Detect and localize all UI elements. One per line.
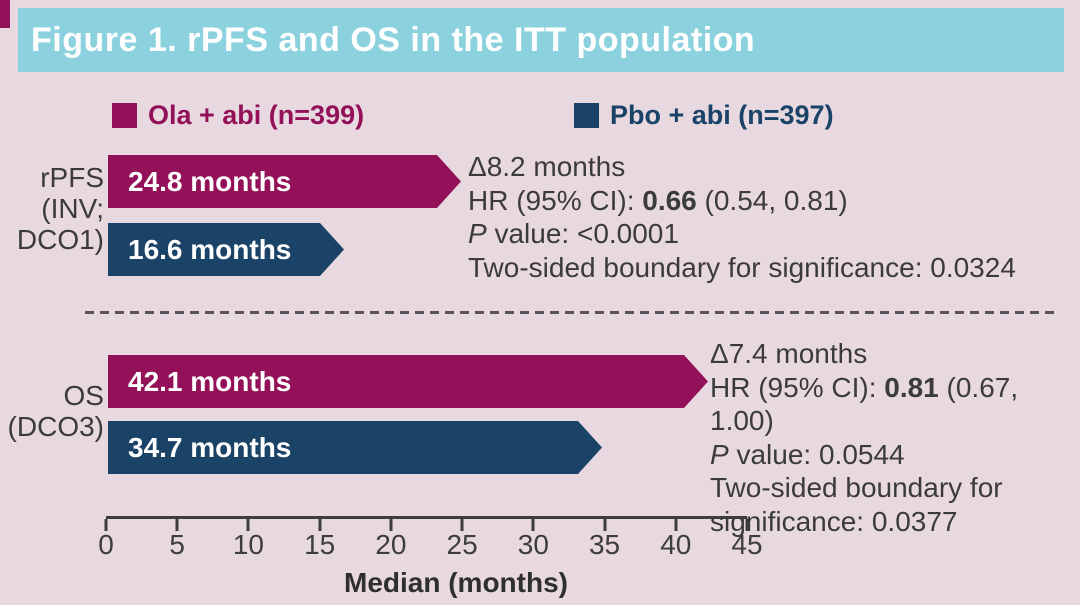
group-separator	[85, 311, 1060, 314]
legend-label-ola: Ola + abi (n=399)	[148, 99, 365, 130]
category-label-line: rPFS	[40, 162, 104, 193]
bar-value-label: 24.8 months	[128, 165, 292, 197]
legend-swatch-pbo-icon	[574, 102, 599, 128]
legend-item-pbo: Pbo + abi (n=397)	[574, 100, 834, 130]
significance-boundary-line: Two-sided boundary for	[710, 472, 1003, 503]
hr-line: HR (95% CI): 0.81 (0.67, 1.00)	[710, 371, 1026, 437]
tick-label: 35	[588, 529, 621, 560]
axis-tick	[389, 519, 393, 531]
legend-item-ola: Ola + abi (n=399)	[112, 100, 364, 130]
tick-label: 25	[446, 529, 478, 560]
bar-value-label: 16.6 months	[128, 233, 292, 265]
axis-tick	[745, 519, 749, 531]
bar-value-label: 42.1 months	[128, 365, 292, 397]
significance-boundary-line: significance: 0.0377	[710, 505, 958, 537]
significance-boundary-line: Two-sided boundary for significance: 0.0…	[468, 251, 1016, 283]
x-axis-label: Median (months)	[344, 567, 568, 598]
delta-label: Δ8.2 months	[468, 151, 626, 182]
x-axis-tick-labels: 0 5 10 15 20 25 30 35 40 45	[98, 529, 762, 560]
x-axis	[104, 516, 749, 535]
tick-label: 30	[517, 529, 549, 560]
category-label-line: DCO1)	[16, 224, 104, 255]
axis-tick	[104, 519, 108, 531]
bar-os-ola: 42.1 months	[108, 355, 708, 408]
category-label-rpfs: rPFS (INV; DCO1)	[0, 162, 104, 255]
figure-title-bar: Figure 1. rPFS and OS in the ITT populat…	[18, 8, 1064, 72]
bar-rpfs-pbo: 16.6 months	[108, 223, 344, 276]
tick-label: 40	[660, 529, 692, 560]
category-label-line: (DCO3)	[7, 411, 104, 442]
category-label-os: OS (DCO3)	[0, 380, 104, 442]
bar-value-label: 34.7 months	[128, 431, 292, 463]
p-value-line: P value: <0.0001	[468, 218, 679, 249]
annotation-os: Δ7.4 months HR (95% CI): 0.81 (0.67, 1.0…	[710, 337, 1080, 538]
figure-title: Figure 1. rPFS and OS in the ITT populat…	[31, 20, 756, 59]
bar-rpfs-ola: 24.8 months	[108, 155, 461, 208]
axis-tick	[603, 519, 607, 531]
legend-label-pbo: Pbo + abi (n=397)	[610, 99, 834, 130]
axis-tick	[246, 519, 250, 531]
corner-accent	[0, 0, 10, 28]
axis-tick	[531, 519, 535, 531]
hr-line: HR (95% CI): 0.66 (0.54, 0.81)	[468, 184, 848, 216]
delta-label: Δ7.4 months	[710, 338, 868, 369]
axis-tick	[460, 519, 464, 531]
tick-label: 15	[304, 529, 336, 560]
category-label-line: (INV;	[41, 193, 104, 224]
annotation-rpfs: Δ8.2 months HR (95% CI): 0.66 (0.54, 0.8…	[468, 150, 1016, 284]
bar-os-pbo: 34.7 months	[108, 421, 602, 474]
tick-label: 5	[169, 529, 186, 560]
p-value-line: P value: 0.0544	[710, 438, 905, 470]
axis-tick	[674, 519, 678, 531]
legend-swatch-ola-icon	[112, 102, 137, 128]
axis-tick	[318, 519, 322, 531]
tick-label: 20	[375, 529, 407, 560]
tick-label: 10	[232, 529, 265, 560]
tick-label: 0	[98, 529, 114, 560]
category-label-line: OS	[63, 380, 104, 411]
tick-label: 45	[731, 529, 763, 560]
axis-tick	[175, 519, 179, 531]
